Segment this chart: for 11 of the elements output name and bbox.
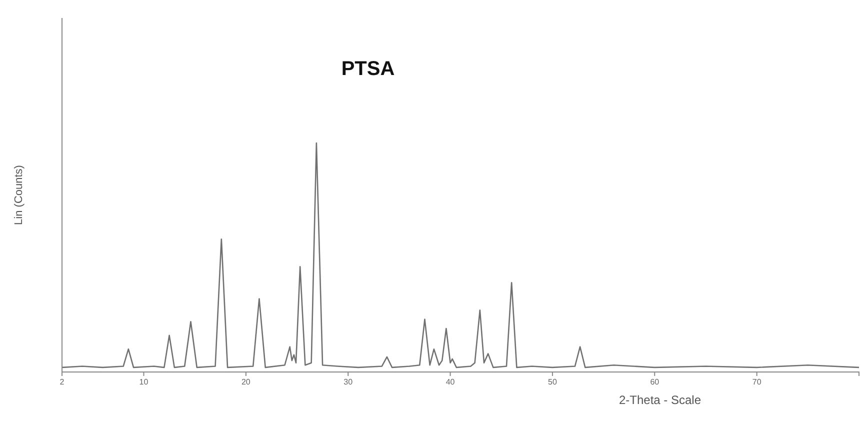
x-tick-label: 2	[60, 378, 65, 387]
x-tick-label: 30	[344, 378, 354, 387]
y-axis-title: Lin (Counts)	[13, 165, 25, 225]
x-tick-label: 70	[752, 378, 762, 387]
chart-title: PTSA	[341, 58, 395, 80]
x-tick-label: 50	[548, 378, 558, 387]
x-tick-label: 20	[241, 378, 251, 387]
x-tick-label: 60	[650, 378, 660, 387]
x-tick-label: 40	[446, 378, 456, 387]
x-tick-label: 10	[139, 378, 149, 387]
x-axis-title: 2-Theta - Scale	[618, 393, 702, 407]
